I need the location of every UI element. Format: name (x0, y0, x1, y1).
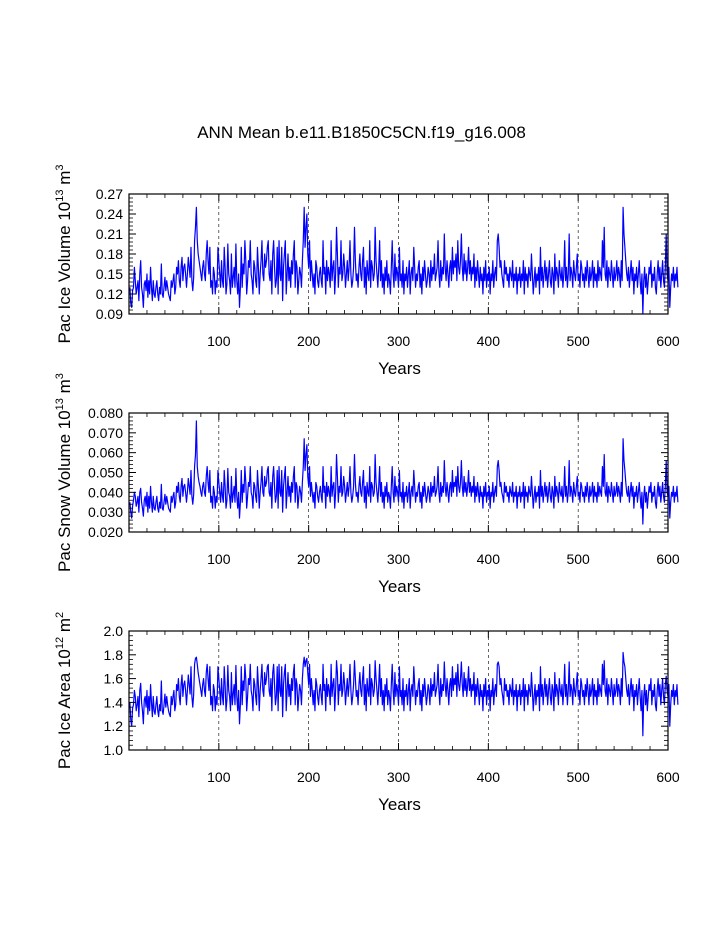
y-tick-label: 0.21 (96, 226, 123, 242)
x-tick-label: 100 (207, 333, 231, 349)
y-tick-label: 0.15 (96, 266, 123, 282)
x-tick-label: 600 (656, 769, 680, 785)
data-line (129, 420, 679, 525)
y-tick-label: 1.8 (104, 647, 124, 663)
x-tick-label: 200 (297, 769, 321, 785)
y-tick-label: 0.12 (96, 286, 123, 302)
y-axis-label: Pac Ice Area 1012 m2 (54, 612, 74, 769)
y-tick-label: 1.0 (104, 742, 124, 758)
y-tick-label: 0.060 (88, 445, 123, 461)
x-tick-label: 500 (566, 551, 590, 567)
x-tick-label: 300 (387, 769, 411, 785)
y-tick-label: 0.020 (88, 524, 123, 540)
chart-panel-1: 100 200 300 400 500 600 0.09 0.12 0.15 0.18 0.21 0.… (54, 164, 680, 378)
y-axis-label-superscript: 2 (54, 612, 66, 618)
y-tick-label: 1.6 (104, 671, 124, 687)
x-tick-label: 400 (477, 333, 501, 349)
chart-panel-3: 100 200 300 400 500 600 1.0 1.2 1.4 1.6 1.8 2.0 Year… (54, 612, 680, 814)
x-tick-label: 400 (477, 551, 501, 567)
x-tick-label: 500 (566, 333, 590, 349)
y-axis-label-part: Pac Ice Area 10 (55, 649, 74, 769)
x-axis-label: Years (378, 795, 421, 814)
x-tick-label: 600 (656, 333, 680, 349)
y-axis-label-part: Pac Snow Volume 10 (55, 410, 74, 572)
x-tick-label: 300 (387, 333, 411, 349)
y-tick-label: 0.050 (88, 465, 123, 481)
y-axis-label: Pac Ice Volume 1013 m3 (54, 164, 74, 343)
data-line (129, 651, 679, 737)
x-tick-label: 100 (207, 769, 231, 785)
y-axis-label-superscript: 12 (54, 637, 66, 649)
y-tick-label: 0.070 (88, 425, 123, 441)
y-tick-label: 0.080 (88, 405, 123, 421)
x-tick-label: 600 (656, 551, 680, 567)
y-tick-label: 0.18 (96, 246, 123, 262)
y-axis-label-superscript: 13 (54, 398, 66, 410)
data-line (129, 206, 679, 315)
y-tick-label: 0.09 (96, 306, 123, 322)
y-axis-label-superscript: 13 (54, 190, 66, 202)
x-tick-label: 400 (477, 769, 501, 785)
y-tick-label: 0.040 (88, 484, 123, 500)
x-tick-label: 300 (387, 551, 411, 567)
chart-title: ANN Mean b.e11.B1850C5CN.f19_g16.008 (197, 123, 526, 142)
x-tick-label: 200 (297, 551, 321, 567)
y-axis-label-part: Pac Ice Volume 10 (55, 202, 74, 344)
y-axis-label-part: m (55, 171, 74, 190)
y-axis-label: Pac Snow Volume 1013 m3 (54, 373, 74, 572)
y-tick-label: 0.030 (88, 504, 123, 520)
y-axis-label-part: m (55, 618, 74, 637)
y-tick-label: 0.27 (96, 186, 123, 202)
y-axis-label-part: m (55, 379, 74, 398)
x-axis-label: Years (378, 359, 421, 378)
x-tick-label: 500 (566, 769, 590, 785)
y-tick-label: 1.2 (104, 718, 124, 734)
x-tick-label: 200 (297, 333, 321, 349)
x-tick-label: 100 (207, 551, 231, 567)
y-axis-label-superscript: 3 (54, 373, 66, 379)
x-axis-label: Years (378, 577, 421, 596)
y-tick-label: 2.0 (104, 623, 124, 639)
y-tick-label: 1.4 (104, 694, 124, 710)
y-tick-label: 0.24 (96, 206, 123, 222)
y-axis-label-superscript: 3 (54, 164, 66, 170)
chart-panel-2: 100 200 300 400 500 600 0.020 0.030 0.040 0.050 0.… (54, 373, 680, 596)
